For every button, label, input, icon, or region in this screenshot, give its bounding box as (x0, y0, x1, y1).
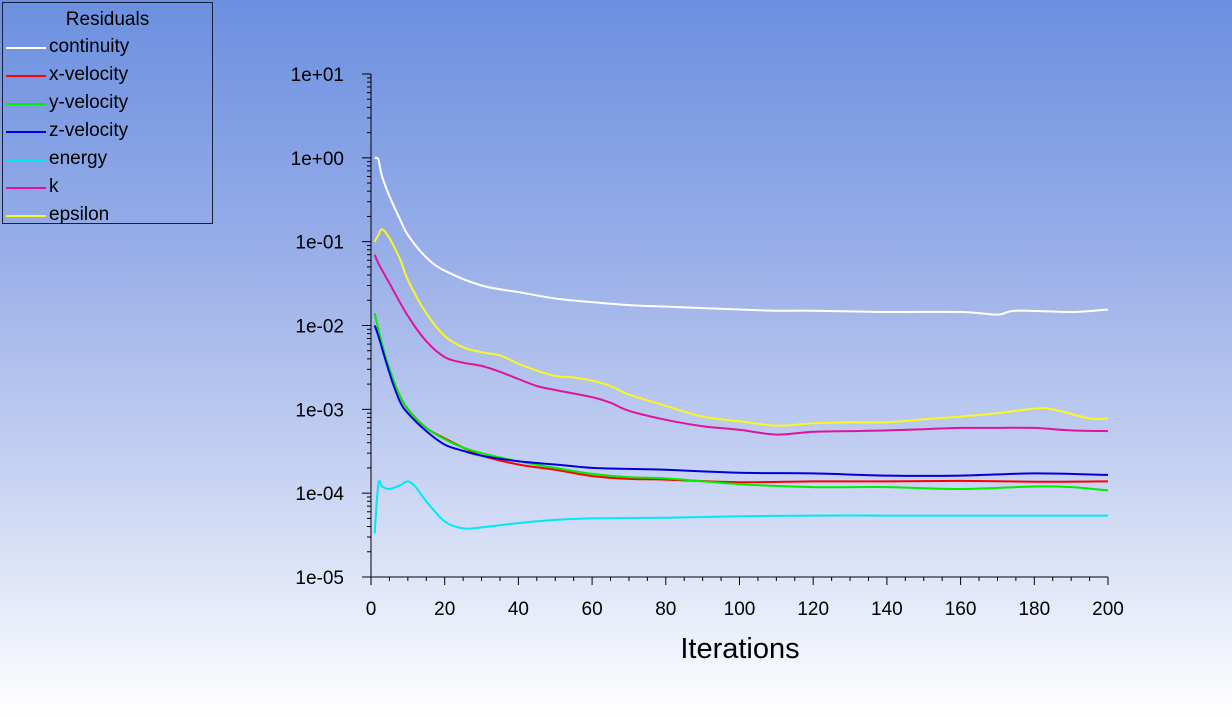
legend-swatch (6, 215, 46, 217)
y-tick-label: 1e-03 (295, 400, 344, 421)
x-tick-label: 80 (655, 599, 676, 620)
legend-item-k: k (3, 175, 212, 203)
series-line-x-velocity (373, 325, 1109, 484)
legend-swatch (6, 47, 46, 49)
x-tick-label: 100 (724, 599, 756, 620)
axes: 1e-05 1e-04 1e-03 1e-02 1e-01 1e+00 1e+01 0 20 40… (291, 65, 1124, 620)
legend-swatch (6, 187, 46, 189)
x-tick-label: 20 (434, 599, 455, 620)
series-line-z-velocity (373, 325, 1109, 477)
y-tick-label: 1e+00 (291, 149, 344, 170)
legend-swatch (6, 159, 46, 161)
x-tick-label: 140 (871, 599, 903, 620)
series-line-k (373, 254, 1109, 436)
series-line-energy (373, 479, 1108, 534)
legend-label: epsilon (49, 204, 110, 225)
legend-item-x-velocity: x-velocity (3, 63, 212, 91)
legend-swatch (6, 75, 46, 77)
x-tick-label: 60 (582, 599, 603, 620)
y-tick-label: 1e-01 (295, 233, 344, 254)
series-line-epsilon (373, 228, 1109, 427)
legend-swatch (6, 103, 46, 105)
y-tick-label: 1e-05 (295, 568, 344, 589)
y-tick-label: 1e+01 (291, 65, 344, 86)
y-tick-label: 1e-02 (295, 317, 344, 338)
legend-label: energy (49, 148, 108, 169)
legend-swatch (6, 131, 46, 133)
legend-item-z-velocity: z-velocity (3, 119, 212, 147)
x-tick-label: 0 (366, 599, 377, 620)
x-tick-label: 160 (945, 599, 977, 620)
series-line-y-velocity (373, 312, 1109, 492)
legend-label: x-velocity (49, 64, 129, 85)
x-tick-label: 180 (1018, 599, 1050, 620)
y-tick-label: 1e-04 (295, 484, 344, 505)
x-axis-title: Iterations (680, 633, 799, 665)
legend-label: y-velocity (49, 92, 129, 113)
legend-title: Residuals (65, 9, 150, 30)
legend-label: continuity (49, 36, 130, 57)
x-tick-label: 40 (508, 599, 529, 620)
x-tick-label: 120 (797, 599, 829, 620)
legend-item-epsilon: epsilon (3, 203, 212, 231)
legend-item-continuity: continuity (3, 35, 212, 63)
legend-label: z-velocity (49, 120, 129, 141)
x-tick-label: 200 (1092, 599, 1124, 620)
legend: Residuals continuity x-velocity y-velocity… (2, 2, 213, 225)
legend-item-energy: energy (3, 147, 212, 175)
legend-item-y-velocity: y-velocity (3, 91, 212, 119)
series-line-continuity (374, 156, 1109, 316)
legend-label: k (49, 176, 59, 197)
series-layer (373, 156, 1109, 534)
